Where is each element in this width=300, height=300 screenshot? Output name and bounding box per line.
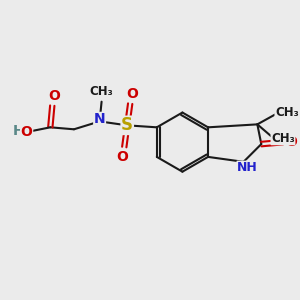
Text: O: O: [116, 150, 128, 164]
Text: N: N: [94, 112, 105, 126]
Text: O: O: [48, 89, 60, 103]
Text: O: O: [21, 125, 33, 139]
Text: S: S: [121, 116, 133, 134]
Text: O: O: [285, 135, 297, 149]
Text: O: O: [126, 87, 138, 101]
Text: CH₃: CH₃: [271, 132, 295, 145]
Text: H: H: [13, 124, 25, 138]
Text: CH₃: CH₃: [275, 106, 299, 119]
Text: CH₃: CH₃: [90, 85, 113, 98]
Text: NH: NH: [237, 161, 258, 174]
